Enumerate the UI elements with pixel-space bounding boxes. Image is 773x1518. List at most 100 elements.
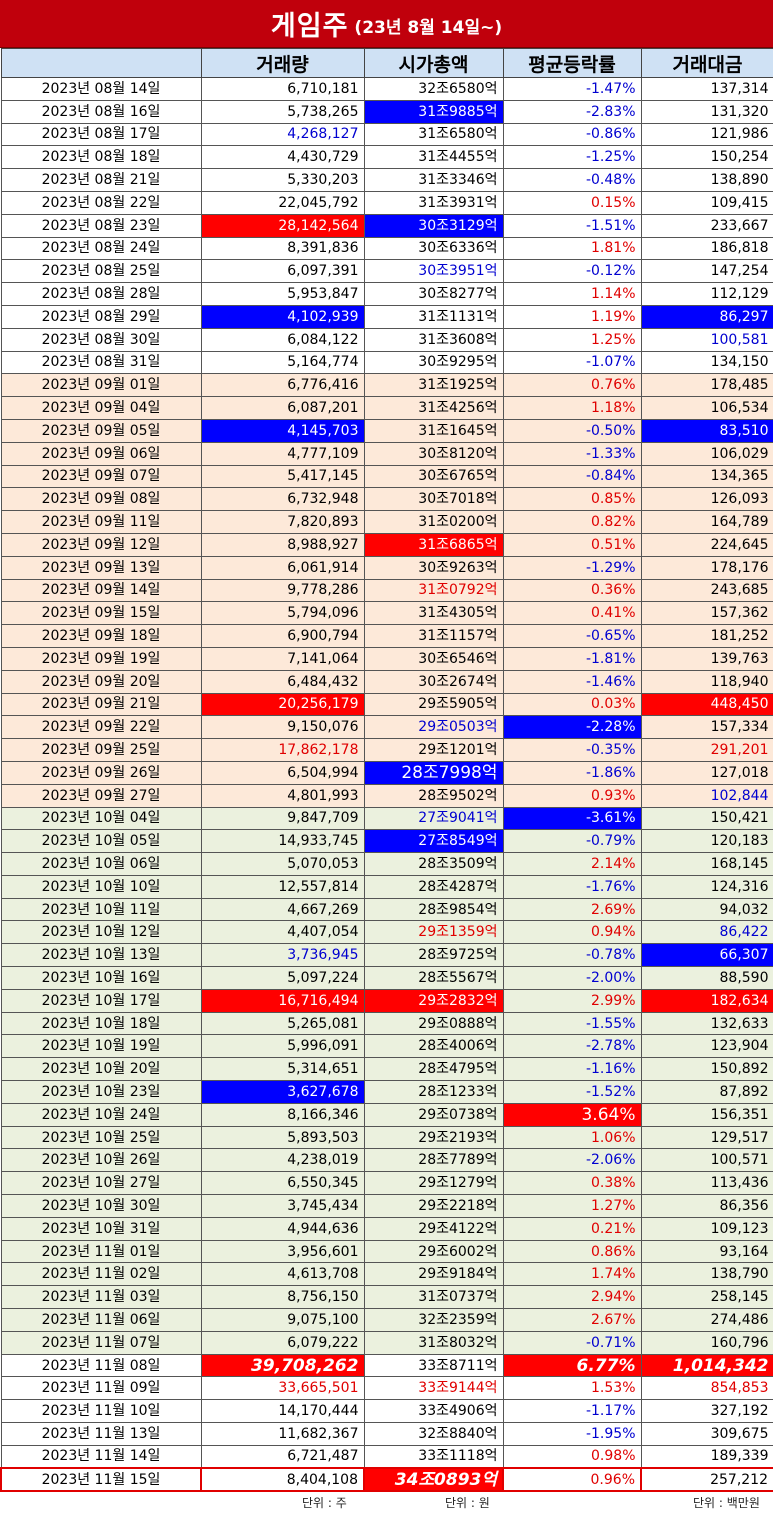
- table-row: 2023년 10월 13일 3,736,945 28조9725억 -0.78% 66,3…: [0, 943, 773, 968]
- row-date: 2023년 10월 31일: [0, 1216, 202, 1241]
- cell-amount: 181,252: [640, 624, 773, 648]
- cell-change: 0.36%: [502, 578, 642, 603]
- cell-amount: 100,571: [640, 1148, 773, 1173]
- cell-market-cap: 28조9854억: [363, 897, 504, 922]
- cell-change: -1.47%: [502, 77, 642, 101]
- row-date: 2023년 08월 16일: [0, 99, 202, 124]
- cell-volume: 5,097,224: [200, 966, 365, 990]
- cell-volume: 11,682,367: [200, 1422, 365, 1446]
- cell-volume: 7,141,064: [200, 646, 365, 671]
- cell-amount: 86,422: [640, 920, 773, 945]
- cell-volume: 4,777,109: [200, 441, 365, 466]
- cell-change: 0.82%: [502, 510, 642, 534]
- table-row: 2023년 10월 06일 5,070,053 28조3509억 2.14% 168,1…: [0, 852, 773, 876]
- cell-amount: 86,356: [640, 1194, 773, 1218]
- cell-amount: 120,183: [640, 829, 773, 854]
- cell-market-cap: 28조7789억: [363, 1148, 504, 1173]
- cell-amount: 131,320: [640, 99, 773, 124]
- row-date: 2023년 09월 12일: [0, 532, 202, 557]
- cell-change: -0.71%: [502, 1330, 642, 1355]
- row-date: 2023년 10월 12일: [0, 920, 202, 945]
- cell-market-cap: 30조9263억: [363, 555, 504, 580]
- row-date: 2023년 09월 13일: [0, 555, 202, 580]
- cell-volume: 20,256,179: [200, 692, 365, 717]
- cell-amount: 121,986: [640, 122, 773, 147]
- cell-amount: 147,254: [640, 259, 773, 284]
- cell-amount: 132,633: [640, 1011, 773, 1036]
- cell-volume: 4,801,993: [200, 783, 365, 808]
- cell-change: -1.95%: [502, 1422, 642, 1446]
- table-row: 2023년 11월 01일 3,956,601 29조6002억 0.86% 93,16…: [0, 1239, 773, 1264]
- cell-market-cap: 32조2359억: [363, 1308, 504, 1332]
- cell-amount: 189,339: [640, 1444, 773, 1469]
- cell-change: 1.25%: [502, 327, 642, 352]
- units-footer: 단위 : 주 단위 : 원 단위 : 백만원: [0, 1492, 773, 1518]
- row-date: 2023년 09월 26일: [0, 760, 202, 785]
- cell-market-cap: 29조1201억: [363, 738, 504, 762]
- row-date: 2023년 10월 04일: [0, 806, 202, 831]
- cell-volume: 4,238,019: [200, 1148, 365, 1173]
- table-row: 2023년 09월 18일 6,900,794 31조1157억 -0.65% 181,…: [0, 624, 773, 648]
- cell-amount: 118,940: [640, 669, 773, 694]
- chart-title: 게임주 (23년 8월 14일~): [0, 0, 773, 48]
- table-row: 2023년 09월 11일 7,820,893 31조0200억 0.82% 164,7…: [0, 510, 773, 534]
- cell-amount: 150,254: [640, 145, 773, 170]
- table-row: 2023년 10월 05일 14,933,745 27조8549억 -0.79% 120…: [0, 829, 773, 854]
- cell-amount: 274,486: [640, 1308, 773, 1332]
- cell-change: -1.76%: [502, 874, 642, 899]
- cell-volume: 6,776,416: [200, 373, 365, 398]
- cell-amount: 66,307: [640, 943, 773, 968]
- cell-amount: 138,790: [640, 1262, 773, 1287]
- header-market-cap: 시가총액: [363, 48, 504, 78]
- cell-change: 0.21%: [502, 1216, 642, 1241]
- cell-volume: 9,150,076: [200, 715, 365, 740]
- cell-amount: 178,485: [640, 373, 773, 398]
- table-row: 2023년 08월 28일 5,953,847 30조8277억 1.14% 112,1…: [0, 282, 773, 306]
- row-date: 2023년 09월 15일: [0, 601, 202, 626]
- row-date: 2023년 10월 05일: [0, 829, 202, 854]
- cell-change: -1.52%: [502, 1080, 642, 1104]
- row-date: 2023년 11월 06일: [0, 1308, 202, 1332]
- row-date: 2023년 09월 22일: [0, 715, 202, 740]
- cell-change: 0.85%: [502, 487, 642, 512]
- table-row: 2023년 09월 06일 4,777,109 30조8120억 -1.33% 106,…: [0, 441, 773, 466]
- cell-market-cap: 30조8277억: [363, 282, 504, 306]
- cell-volume: 3,627,678: [200, 1080, 365, 1104]
- row-date: 2023년 08월 23일: [0, 213, 202, 238]
- header-date: [0, 48, 202, 78]
- cell-amount: 88,590: [640, 966, 773, 990]
- cell-change: -0.48%: [502, 168, 642, 192]
- cell-market-cap: 28조4795억: [363, 1057, 504, 1082]
- table-row: 2023년 10월 04일 9,847,709 27조9041억 -3.61% 150,…: [0, 806, 773, 831]
- table-row: 2023년 08월 21일 5,330,203 31조3346억 -0.48% 138,…: [0, 168, 773, 192]
- table-row: 2023년 09월 19일 7,141,064 30조6546억 -1.81% 139,…: [0, 646, 773, 671]
- row-date: 2023년 10월 10일: [0, 874, 202, 899]
- cell-change: 1.06%: [502, 1125, 642, 1150]
- cell-volume: 6,079,222: [200, 1330, 365, 1355]
- cell-volume: 4,944,636: [200, 1216, 365, 1241]
- row-date: 2023년 08월 31일: [0, 350, 202, 375]
- table-row: 2023년 10월 17일 16,716,494 29조2832억 2.99% 182,…: [0, 988, 773, 1013]
- cell-market-cap: 31조0792억: [363, 578, 504, 603]
- table-row: 2023년 10월 31일 4,944,636 29조4122억 0.21% 109,1…: [0, 1216, 773, 1241]
- row-date: 2023년 09월 27일: [0, 783, 202, 808]
- cell-change: -0.84%: [502, 464, 642, 489]
- cell-volume: 5,953,847: [200, 282, 365, 306]
- cell-amount: 109,415: [640, 190, 773, 215]
- cell-amount: 157,334: [640, 715, 773, 740]
- cell-change: 0.86%: [502, 1239, 642, 1264]
- cell-change: -0.79%: [502, 829, 642, 854]
- cell-market-cap: 28조4006억: [363, 1034, 504, 1059]
- cell-amount: 150,892: [640, 1057, 773, 1082]
- cell-volume: 16,716,494: [200, 988, 365, 1013]
- cell-volume: 5,738,265: [200, 99, 365, 124]
- cell-market-cap: 29조2832억: [363, 988, 504, 1013]
- cell-volume: 5,893,503: [200, 1125, 365, 1150]
- cell-volume: 8,404,108: [200, 1467, 365, 1492]
- cell-volume: 5,417,145: [200, 464, 365, 489]
- row-date: 2023년 09월 18일: [0, 624, 202, 648]
- cell-volume: 4,407,054: [200, 920, 365, 945]
- cell-volume: 5,794,096: [200, 601, 365, 626]
- cell-market-cap: 31조3346억: [363, 168, 504, 192]
- cell-volume: 6,900,794: [200, 624, 365, 648]
